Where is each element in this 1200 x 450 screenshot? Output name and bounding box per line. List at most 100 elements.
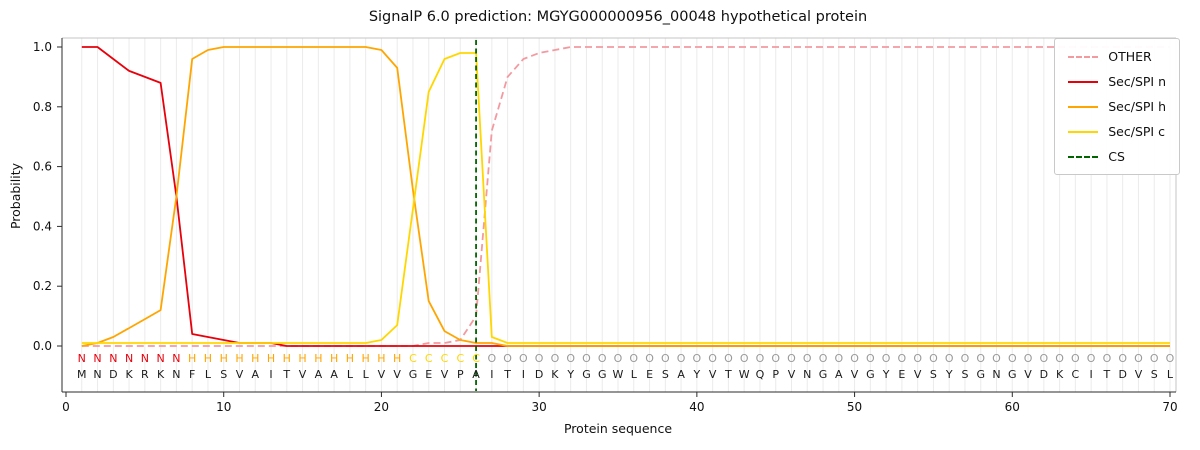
region-label: H <box>330 352 338 365</box>
legend-item-sec-spi-n: Sec/SPI n <box>1068 74 1166 89</box>
region-label: O <box>898 352 907 365</box>
region-label: O <box>834 352 843 365</box>
region-label: N <box>93 352 101 365</box>
residue-letter: I <box>1090 368 1093 381</box>
region-label: H <box>377 352 385 365</box>
region-label: O <box>566 352 575 365</box>
residue-letter: P <box>772 368 779 381</box>
x-tick-label: 50 <box>847 400 862 414</box>
x-tick-label: 0 <box>62 400 70 414</box>
residue-letter: F <box>189 368 195 381</box>
region-label: O <box>913 352 922 365</box>
residue-letter: C <box>1072 368 1080 381</box>
residue-letter: L <box>205 368 212 381</box>
residue-letter: I <box>522 368 525 381</box>
residue-letter: A <box>835 368 843 381</box>
y-tick-label: 0.0 <box>33 339 52 353</box>
region-label: O <box>882 352 891 365</box>
region-label: O <box>740 352 749 365</box>
x-tick-label: 10 <box>216 400 231 414</box>
residue-letter: T <box>282 368 290 381</box>
legend-label: Sec/SPI c <box>1108 124 1165 139</box>
series-line-sec-spi-n <box>81 46 1170 347</box>
legend-item-cs: CS <box>1068 149 1166 164</box>
region-label: H <box>346 352 354 365</box>
residue-letter: I <box>269 368 272 381</box>
legend-label: CS <box>1108 149 1125 164</box>
region-label: O <box>850 352 859 365</box>
axes: 0 10 20 30 40 50 60 70 0.0 0.2 0.4 0.6 0.8 1.0 <box>33 37 1178 414</box>
region-label: N <box>141 352 149 365</box>
region-label: C <box>409 352 417 365</box>
residue-letter: G <box>582 368 591 381</box>
residue-letter: L <box>631 368 638 381</box>
region-label: O <box>1118 352 1127 365</box>
y-tick-label: 0.6 <box>33 160 52 174</box>
y-tick-label: 0.8 <box>33 100 52 114</box>
region-label: O <box>992 352 1001 365</box>
legend-label: Sec/SPI h <box>1108 99 1166 114</box>
region-label: C <box>472 352 480 365</box>
residue-letter: G <box>1008 368 1017 381</box>
region-label: N <box>157 352 165 365</box>
residue-letter: D <box>535 368 543 381</box>
region-label: O <box>976 352 985 365</box>
residue-letter: G <box>819 368 828 381</box>
residue-letter: E <box>646 368 653 381</box>
region-label: H <box>204 352 212 365</box>
residue-letter: A <box>677 368 685 381</box>
region-label: O <box>582 352 591 365</box>
region-label: O <box>961 352 970 365</box>
legend: OTHER Sec/SPI n Sec/SPI h Sec/SPI c CS <box>1054 38 1180 175</box>
residue-letter: G <box>866 368 875 381</box>
residue-letter: Y <box>566 368 574 381</box>
region-label: C <box>441 352 449 365</box>
region-label: N <box>172 352 180 365</box>
series-line-sec-spi-c <box>81 52 1170 344</box>
legend-label: Sec/SPI n <box>1108 74 1166 89</box>
residue-letter: T <box>503 368 511 381</box>
residue-letter: L <box>363 368 370 381</box>
region-label: C <box>456 352 464 365</box>
residue-letter: K <box>551 368 559 381</box>
region-label: O <box>645 352 654 365</box>
gridlines <box>81 38 1171 392</box>
y-tick-label: 0.4 <box>33 219 52 233</box>
residue-letter: N <box>803 368 811 381</box>
region-label: N <box>78 352 86 365</box>
region-label: C <box>425 352 433 365</box>
region-label: O <box>771 352 780 365</box>
region-label: O <box>866 352 875 365</box>
region-label: O <box>693 352 702 365</box>
residue-letter: V <box>851 368 859 381</box>
residue-letter: W <box>613 368 624 381</box>
legend-item-sec-spi-h: Sec/SPI h <box>1068 99 1166 114</box>
residue-letter: L <box>347 368 354 381</box>
residue-letter: K <box>1056 368 1064 381</box>
residue-letter: N <box>172 368 180 381</box>
residue-letter: V <box>1135 368 1143 381</box>
region-label: H <box>267 352 275 365</box>
region-label: O <box>677 352 686 365</box>
region-label: O <box>598 352 607 365</box>
region-label: O <box>1134 352 1143 365</box>
y-tick-label: 1.0 <box>33 40 52 54</box>
residue-letter: K <box>157 368 165 381</box>
region-label: N <box>125 352 133 365</box>
region-label: O <box>1166 352 1175 365</box>
region-label: H <box>251 352 259 365</box>
residue-letter: V <box>393 368 401 381</box>
residue-letter: V <box>441 368 449 381</box>
x-axis-label: Protein sequence <box>563 421 673 436</box>
region-label: H <box>283 352 291 365</box>
residue-letter: L <box>1167 368 1174 381</box>
region-label: O <box>945 352 954 365</box>
region-label: O <box>1150 352 1159 365</box>
x-tick-label: 20 <box>374 400 389 414</box>
region-label: O <box>503 352 512 365</box>
legend-line-sample <box>1068 105 1099 108</box>
residue-letter: V <box>1024 368 1032 381</box>
region-label: N <box>109 352 117 365</box>
residue-letter: R <box>141 368 149 381</box>
